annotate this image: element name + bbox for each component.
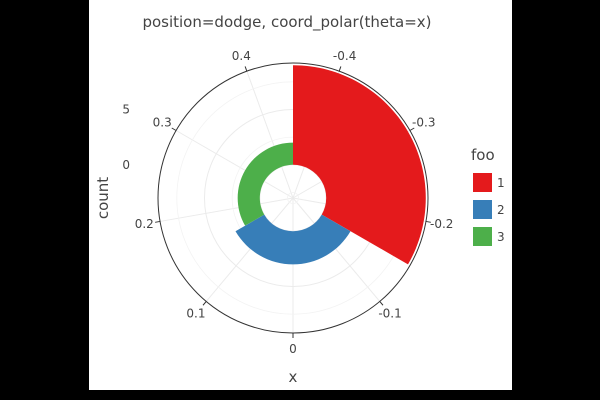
chart-title: position=dodge, coord_polar(theta=x) xyxy=(142,13,431,32)
theta-tick xyxy=(338,66,342,72)
theta-tick xyxy=(379,301,384,306)
theta-tick-label: 0.3 xyxy=(153,116,172,130)
radial-tick-label: 5 xyxy=(122,102,130,116)
axis-layer: 0 0.1 0.2 0.3 0.4 -0.4 -0.3 -0.2 -0.1 0 5 xyxy=(122,49,453,356)
theta-tick-label: -0.2 xyxy=(430,217,453,231)
theta-tick-label: 0.2 xyxy=(135,217,154,231)
legend-label-3: 3 xyxy=(497,230,505,244)
chart-panel xyxy=(89,0,512,390)
legend-swatch-1 xyxy=(473,173,492,192)
radial-gridline xyxy=(287,192,299,204)
theta-tick-label: 0.1 xyxy=(186,307,205,321)
radial-tick-label: 0 xyxy=(122,158,130,172)
theta-tick-label: -0.4 xyxy=(333,49,356,63)
bar-1 xyxy=(293,65,426,265)
legend-title: foo xyxy=(471,146,495,164)
theta-gridline xyxy=(246,70,294,199)
theta-tick xyxy=(409,127,415,131)
theta-gridline xyxy=(292,197,381,302)
theta-tick-label: -0.3 xyxy=(412,116,435,130)
theta-gridline xyxy=(205,197,294,302)
theta-gridline xyxy=(175,130,294,199)
legend-entries: 1 2 3 xyxy=(473,173,505,246)
theta-tick-label: -0.1 xyxy=(378,307,401,321)
theta-tick xyxy=(244,66,248,72)
theta-gridline xyxy=(159,197,294,222)
bar-3 xyxy=(237,142,293,226)
theta-tick xyxy=(425,220,431,223)
theta-tick-label: 0.4 xyxy=(232,49,251,63)
bar-2 xyxy=(235,214,351,265)
legend-swatch-3 xyxy=(473,227,492,246)
theta-tick xyxy=(171,127,177,131)
theta-tick xyxy=(202,301,207,306)
theta-tick-label: 0 xyxy=(289,342,297,356)
legend-swatch-2 xyxy=(473,200,492,219)
legend-label-1: 1 xyxy=(497,176,505,190)
bars-layer xyxy=(235,65,426,265)
theta-tick xyxy=(155,220,161,223)
x-axis-label: x xyxy=(289,368,298,386)
y-axis-label: count xyxy=(94,177,112,219)
legend: foo 1 2 3 xyxy=(471,146,505,246)
legend-label-2: 2 xyxy=(497,203,505,217)
